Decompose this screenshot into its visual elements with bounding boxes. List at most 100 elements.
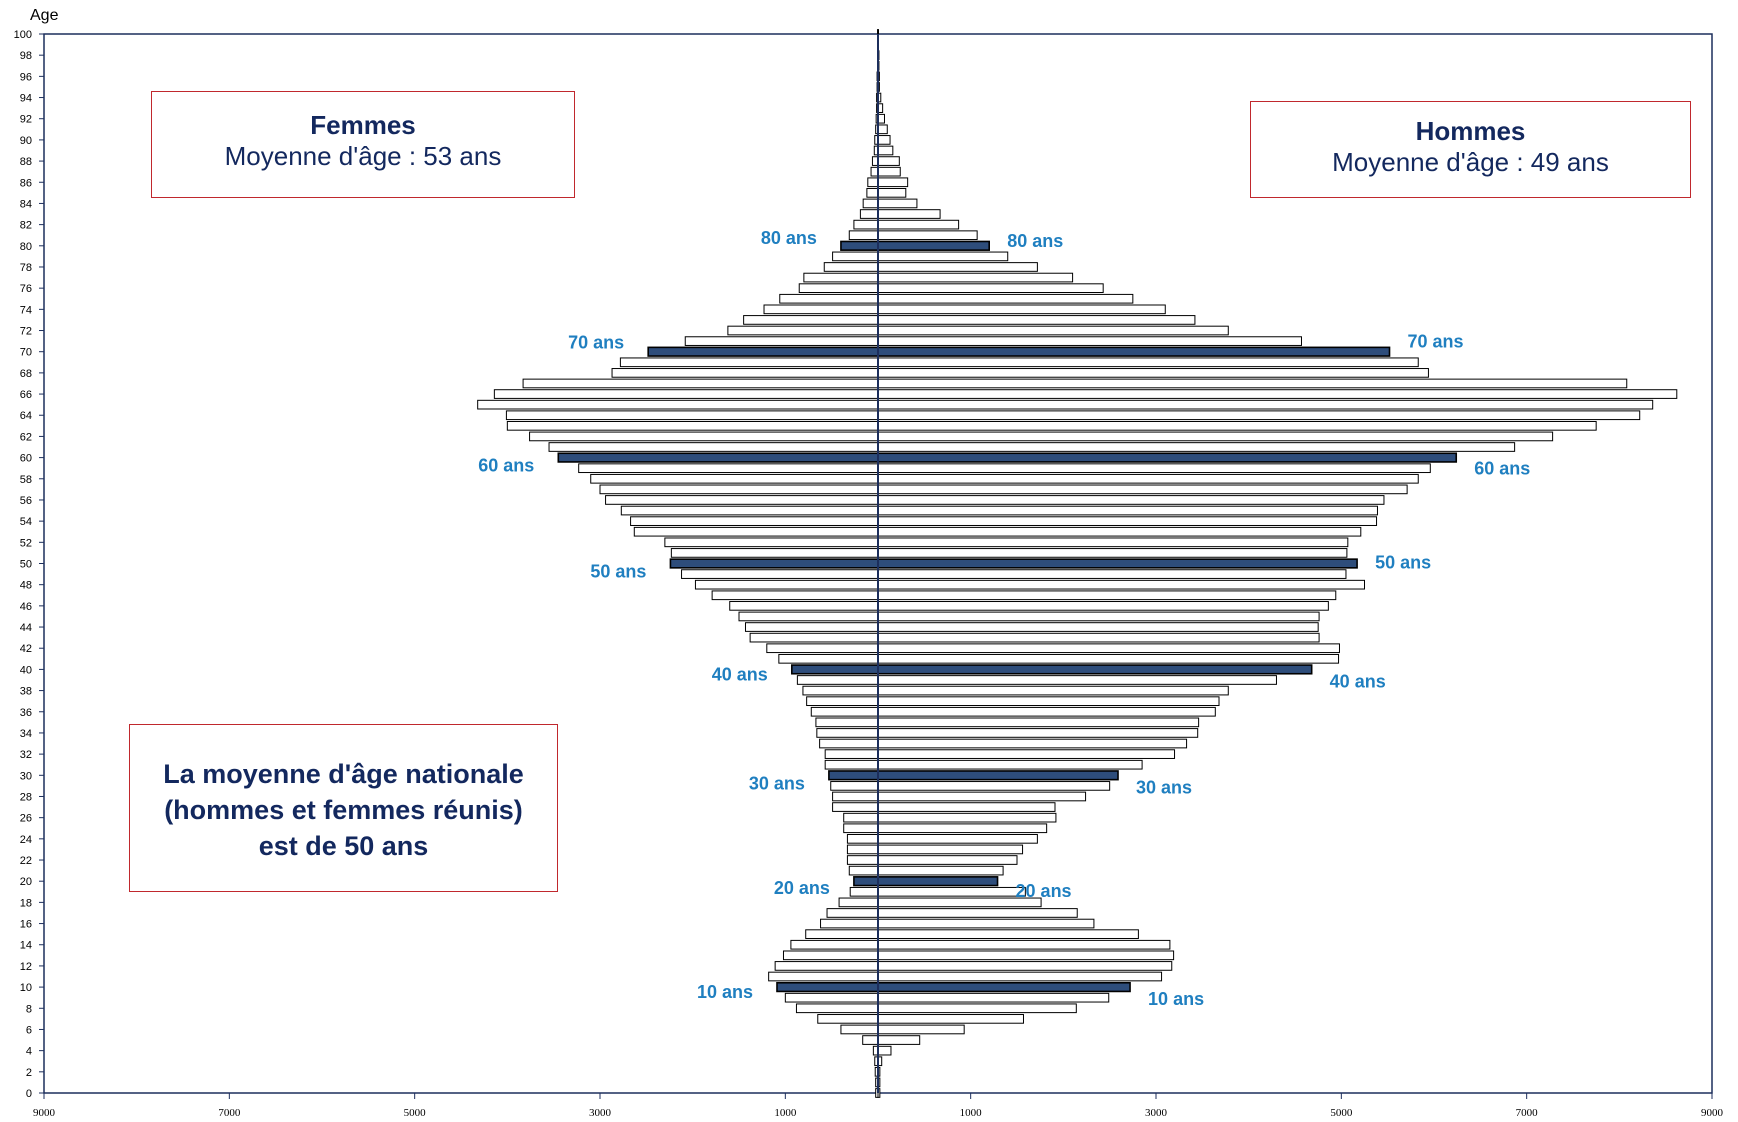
hommes-bar-age-39	[877, 675, 1277, 685]
hommes-bar-age-28	[877, 791, 1087, 802]
hommes-bar-age-59	[877, 463, 1431, 474]
hommes-bar-age-36	[877, 706, 1216, 717]
femmes-bar-age-84	[862, 198, 879, 209]
hommes-bar-age-9	[877, 992, 1110, 1003]
y-tick-label: 16	[20, 919, 32, 931]
hommes-bar-age-25	[877, 823, 1048, 834]
hommes-bar-age-37	[877, 696, 1220, 707]
hommes-bar-age-55	[877, 505, 1378, 516]
hommes-bar-age-87	[877, 166, 901, 177]
x-axis-ticks: 9000 7000 5000 3000 1000 1000 3000 5000 7000 9000	[33, 1093, 1724, 1119]
y-tick-label: 58	[20, 474, 32, 486]
hommes-bar-age-29	[877, 781, 1111, 791]
y-tick-label: 86	[20, 177, 32, 189]
femmes-average-age: Moyenne d'âge : 53 ans	[224, 141, 502, 171]
age-label-right-40: 40 ans	[1330, 671, 1386, 691]
femmes-bar-age-29	[830, 781, 879, 791]
y-tick-label: 36	[20, 707, 32, 719]
femmes-bar-age-62	[529, 431, 879, 442]
femmes-bar-age-78	[823, 262, 879, 272]
femmes-bar-age-25	[843, 823, 879, 834]
femmes-bar-age-35	[815, 717, 879, 728]
y-tick-label: 98	[20, 50, 32, 62]
age-label-left-80: 80 ans	[761, 228, 817, 248]
age-label-left-60: 60 ans	[478, 456, 534, 476]
hommes-bar-age-20	[877, 876, 999, 887]
femmes-bar-age-36	[810, 706, 879, 717]
hommes-bar-age-10	[877, 981, 1131, 993]
hommes-bar-age-42	[877, 643, 1340, 654]
femmes-bar-age-59	[578, 463, 879, 474]
y-tick-label: 60	[20, 453, 32, 465]
femmes-bar-age-22	[846, 855, 879, 865]
age-label-left-10: 10 ans	[697, 982, 753, 1002]
hommes-bar-age-51	[877, 548, 1348, 558]
hommes-bar-age-13	[877, 950, 1175, 961]
y-tick-label: 38	[20, 686, 32, 698]
x-tick-label: 9000	[33, 1107, 56, 1119]
femmes-bar-age-87	[870, 166, 879, 177]
y-tick-label: 32	[20, 749, 32, 761]
hommes-bar-age-79	[877, 251, 1009, 262]
femmes-bar-age-86	[867, 177, 879, 188]
femmes-bar-age-16	[820, 918, 879, 929]
age-label-right-20: 20 ans	[1016, 881, 1072, 901]
y-tick-label: 68	[20, 368, 32, 380]
femmes-bar-age-34	[816, 728, 879, 738]
hommes-bar-age-15	[877, 929, 1139, 939]
y-tick-label: 84	[20, 198, 32, 210]
hommes-bar-age-88	[877, 156, 900, 166]
femmes-bar-age-81	[848, 230, 879, 241]
femmes-bar-age-52	[664, 537, 879, 548]
femmes-bar-age-49	[681, 569, 879, 579]
femmes-bar-age-41	[778, 653, 879, 664]
hommes-bar-age-22	[877, 855, 1018, 865]
hommes-bar-age-62	[877, 431, 1554, 442]
y-tick-label: 44	[20, 622, 32, 634]
femmes-bar-age-20	[853, 876, 879, 887]
y-tick-label: 74	[20, 304, 32, 316]
hommes-bar-age-84	[877, 198, 918, 209]
hommes-bar-age-46	[877, 601, 1329, 611]
hommes-bar-age-44	[877, 622, 1319, 632]
femmes-bar-age-15	[805, 929, 879, 939]
femmes-bar-age-14	[790, 939, 879, 950]
femmes-bar-age-30	[828, 770, 879, 781]
femmes-bar-age-44	[744, 622, 879, 632]
y-tick-label: 0	[26, 1088, 32, 1100]
y-tick-label: 4	[26, 1046, 32, 1058]
y-tick-label: 90	[20, 135, 32, 147]
hommes-bar-age-4	[877, 1045, 892, 1056]
hommes-bar-age-14	[877, 939, 1171, 950]
hommes-bar-age-30	[877, 770, 1119, 781]
hommes-bar-age-17	[877, 908, 1078, 918]
y-tick-label: 96	[20, 71, 32, 83]
x-tick-label: 3000	[589, 1107, 612, 1119]
hommes-bar-age-65	[877, 399, 1654, 410]
y-tick-label: 42	[20, 643, 32, 655]
y-tick-label: 46	[20, 601, 32, 613]
hommes-bar-age-34	[877, 728, 1199, 738]
age-label-left-20: 20 ans	[774, 878, 830, 898]
femmes-bar-age-21	[848, 865, 879, 876]
femmes-bar-age-11	[768, 971, 879, 982]
hommes-bar-age-50	[877, 558, 1358, 569]
x-tick-label: 1000	[774, 1107, 797, 1119]
hommes-bar-age-75	[877, 293, 1134, 304]
y-tick-label: 10	[20, 982, 32, 994]
femmes-bar-age-61	[548, 442, 879, 452]
femmes-bar-age-57	[599, 484, 879, 495]
hommes-title: Hommes	[1415, 116, 1526, 146]
hommes-bar-age-43	[877, 632, 1320, 643]
hommes-bar-age-49	[877, 569, 1347, 579]
national-average-line-2: (hommes et femmes réunis)	[164, 795, 523, 825]
femmes-bar-age-63	[506, 420, 879, 431]
hommes-bar-age-12	[877, 961, 1173, 971]
x-tick-label: 7000	[1516, 1107, 1539, 1119]
hommes-bar-age-90	[877, 135, 891, 145]
femmes-bar-age-17	[826, 908, 879, 918]
y-tick-label: 54	[20, 516, 32, 528]
y-tick-label: 88	[20, 156, 32, 168]
y-tick-label: 64	[20, 410, 32, 422]
y-tick-label: 12	[20, 961, 32, 973]
